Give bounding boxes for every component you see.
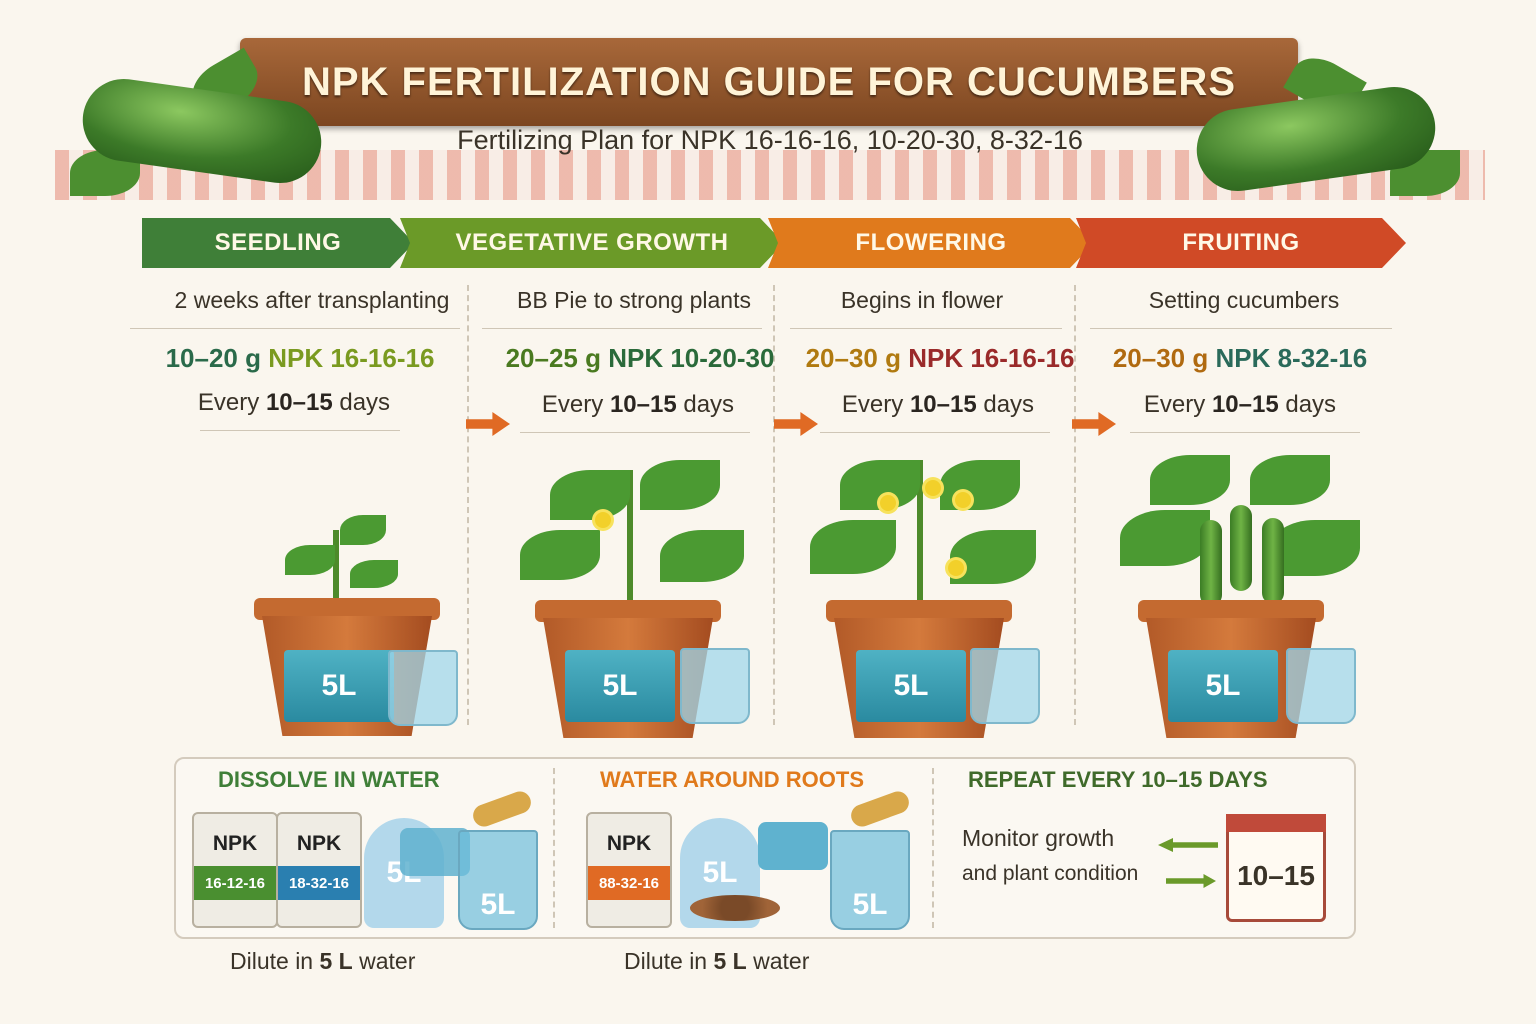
page-subtitle: Fertilizing Plan for NPK 16-16-16, 10-20… — [457, 125, 1083, 155]
frequency-line: Every 10–15 days — [1143, 391, 1337, 418]
divider — [520, 432, 750, 433]
leaf-icon — [340, 515, 386, 545]
cucumber-icon — [1230, 505, 1252, 591]
water-jar-icon: 5L — [830, 830, 910, 930]
water-bucket-icon — [970, 648, 1040, 724]
frequency-line: Every 10–15 days — [841, 391, 1035, 418]
water-roots-heading: WATER AROUND ROOTS — [600, 767, 864, 792]
stage-vegetative-growth: VEGETATIVE GROWTH — [400, 218, 784, 268]
monitor-text-line1: Monitor growth — [962, 825, 1115, 851]
leaf-icon — [1150, 455, 1230, 505]
plant-stem — [333, 530, 339, 620]
flower-icon — [948, 560, 964, 576]
leaf-icon — [1120, 510, 1210, 566]
monitor-text-line2: and plant condition — [962, 862, 1139, 885]
dose-line: 20–25 g NPK 10-20-30 — [505, 343, 775, 373]
repeat-heading: REPEAT EVERY 10–15 DAYS — [968, 767, 1268, 792]
leaf-icon — [810, 520, 896, 574]
pot-volume-label: 5L — [1168, 650, 1278, 722]
stage-description: 2 weeks after transplanting — [174, 287, 450, 313]
stage-label: FRUITING — [1182, 229, 1300, 256]
soil-icon — [690, 895, 780, 921]
fertilizer-bag-icon: NPK 18-32-16 — [276, 812, 362, 928]
water-jar-icon: 5L — [458, 830, 538, 930]
stage-flowering: FLOWERING — [768, 218, 1094, 268]
pot-rim — [254, 598, 440, 620]
dissolve-caption: Dilute in 5 L water — [230, 948, 416, 974]
stage-fruiting: FRUITING — [1076, 218, 1406, 268]
leaf-icon — [520, 530, 600, 580]
column-divider — [1074, 285, 1076, 725]
stage-label: FLOWERING — [855, 229, 1007, 256]
frequency-line: Every 10–15 days — [197, 389, 391, 416]
fertilizer-bag-icon: NPK 88-32-16 — [586, 812, 672, 928]
stage-seedling: SEEDLING — [142, 218, 414, 268]
leaf-icon — [1270, 520, 1360, 576]
water-roots-caption: Dilute in 5 L water — [624, 948, 810, 974]
column-divider — [467, 285, 469, 725]
divider — [820, 432, 1050, 433]
leaf-icon — [950, 530, 1036, 584]
flower-icon — [880, 495, 896, 511]
stage-label: SEEDLING — [214, 229, 342, 256]
cucumber-icon — [1262, 518, 1284, 604]
frequency-line: Every 10–15 days — [541, 391, 735, 418]
dissolve-heading: DISSOLVE IN WATER — [218, 767, 440, 792]
watering-can-icon — [758, 822, 828, 870]
title-banner: NPK FERTILIZATION GUIDE FOR CUCUMBERS — [240, 38, 1298, 126]
water-bucket-icon — [388, 650, 458, 726]
stage-description: Begins in flower — [840, 287, 1004, 313]
divider — [790, 328, 1062, 329]
pot-rim — [535, 600, 721, 622]
plant-stem — [627, 470, 633, 620]
flower-icon — [955, 492, 971, 508]
dose-line: 20–30 g NPK 16-16-16 — [805, 343, 1075, 373]
stage-label: VEGETATIVE GROWTH — [455, 229, 729, 256]
plant-stem — [917, 460, 923, 620]
stage-description: Setting cucumbers — [1148, 287, 1340, 313]
calendar-header — [1226, 814, 1326, 832]
divider — [1090, 328, 1392, 329]
column-divider — [773, 285, 775, 725]
leaf-icon — [550, 470, 630, 520]
pot-volume-label: 5L — [856, 650, 966, 722]
divider — [482, 328, 762, 329]
dose-line: 20–30 g NPK 8-32-16 — [1112, 343, 1368, 373]
section-divider — [932, 768, 934, 928]
section-divider — [553, 768, 555, 928]
leaf-icon — [660, 530, 744, 582]
flower-icon — [595, 512, 611, 528]
cucumber-icon — [1200, 520, 1222, 606]
flower-icon — [925, 480, 941, 496]
pot-rim — [1138, 600, 1324, 622]
divider — [200, 430, 400, 431]
water-bucket-icon — [680, 648, 750, 724]
pot-rim — [826, 600, 1012, 622]
fertilizer-bag-icon: NPK 16-12-16 — [192, 812, 278, 928]
divider — [130, 328, 460, 329]
leaf-icon — [285, 545, 335, 575]
pot-volume-label: 5L — [565, 650, 675, 722]
leaf-icon — [940, 460, 1020, 510]
divider — [1130, 432, 1360, 433]
leaf-icon — [1250, 455, 1330, 505]
water-bucket-icon — [1286, 648, 1356, 724]
leaf-icon — [350, 560, 398, 588]
pot-volume-label: 5L — [284, 650, 394, 722]
page-title: NPK FERTILIZATION GUIDE FOR CUCUMBERS — [301, 59, 1236, 104]
stage-description: BB Pie to strong plants — [517, 287, 751, 313]
dose-line: 10–20 g NPK 16-16-16 — [165, 343, 435, 373]
leaf-icon — [640, 460, 720, 510]
